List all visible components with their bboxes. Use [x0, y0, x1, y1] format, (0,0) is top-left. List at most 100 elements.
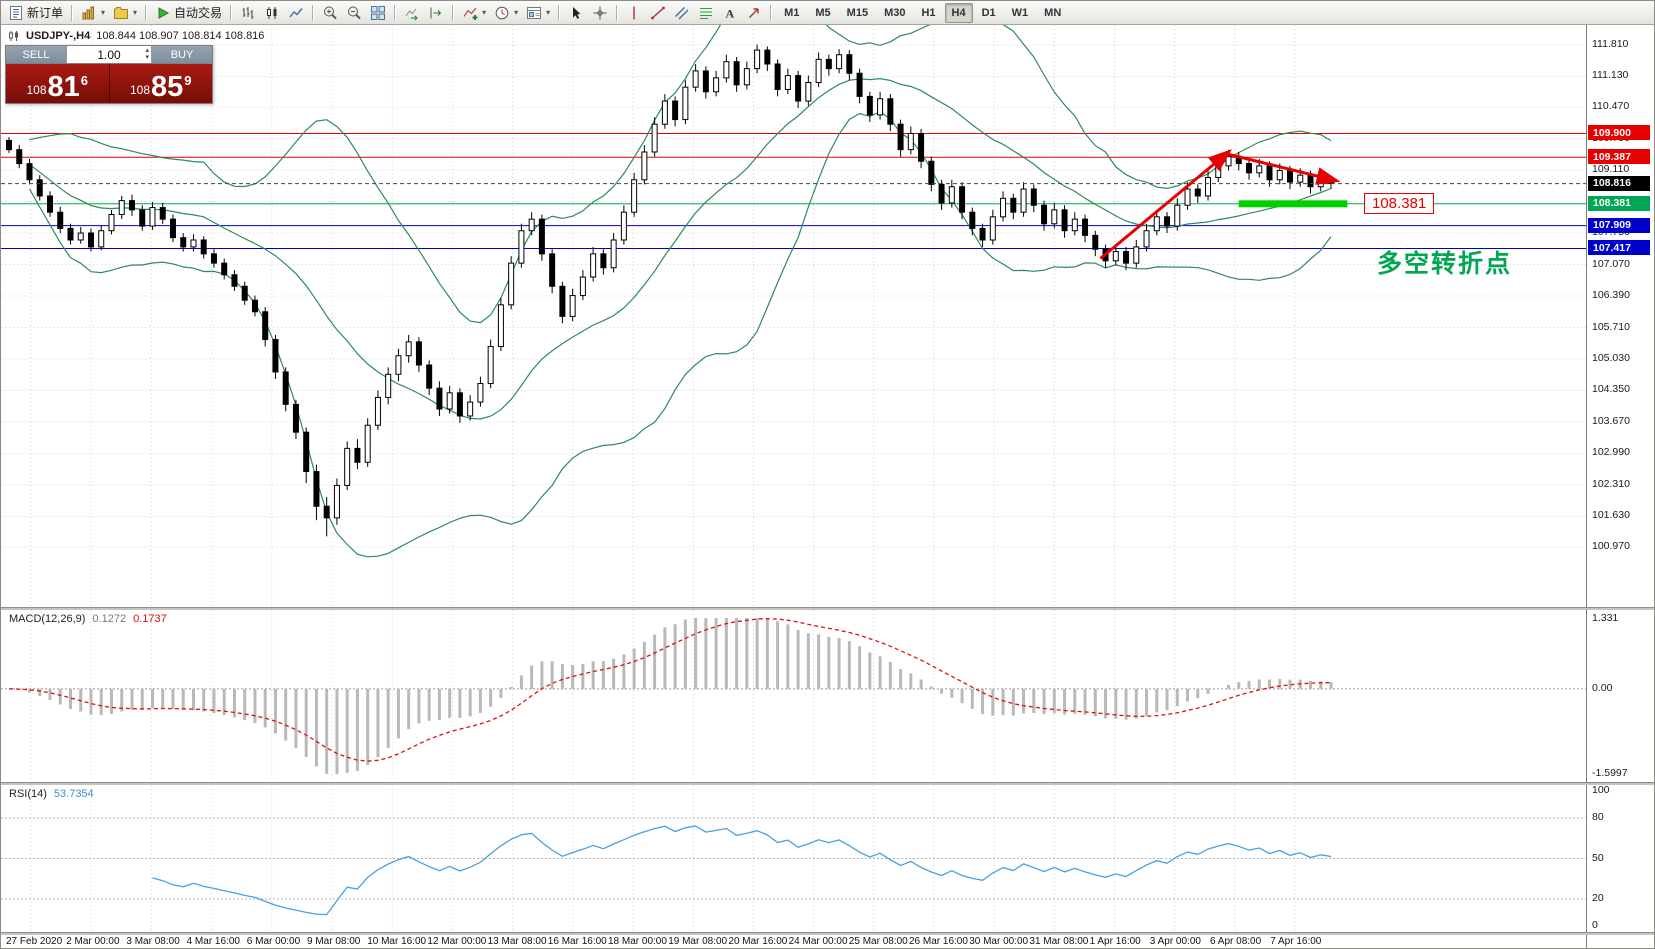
timeframe-button-M5[interactable]: M5	[815, 6, 831, 19]
chart-symbol-ohlc: USDJPY-,H4 108.844 108.907 108.814 108.8…	[8, 30, 264, 42]
toolbar-separator	[770, 4, 773, 21]
rsi-title: RSI(14)	[9, 788, 47, 800]
profiles-icon	[113, 5, 129, 21]
periods-icon	[494, 5, 510, 21]
level-price-badge: 107.909	[1588, 217, 1650, 233]
pane-separator[interactable]	[1, 782, 1654, 785]
annotation-note[interactable]: 多空转折点	[1377, 248, 1513, 278]
volume-field[interactable]: 1.00 ▴ ▾	[66, 46, 152, 63]
text-icon: A	[722, 5, 738, 21]
volume-down-icon[interactable]: ▾	[145, 54, 149, 61]
price-axis-label: 106.390	[1592, 289, 1630, 302]
indicators-icon	[462, 5, 478, 21]
macd-pane[interactable]	[1, 610, 1586, 782]
toolbar-button-vline[interactable]	[622, 2, 646, 24]
sell-label[interactable]: SELL	[6, 46, 66, 63]
rsi-axis-label: 50	[1592, 851, 1604, 864]
price-chart-pane[interactable]	[1, 25, 1586, 607]
pane-separator[interactable]	[1, 932, 1654, 935]
vline-icon	[626, 5, 642, 21]
channel-icon	[674, 5, 690, 21]
level-callout[interactable]: 108.381	[1364, 192, 1435, 214]
sell-price-pip: 6	[80, 73, 89, 88]
arrows-icon	[746, 5, 762, 21]
toolbar-button-autoscroll[interactable]	[400, 2, 424, 24]
new-order-icon	[8, 5, 24, 21]
toolbar-button-periods[interactable]: ▾	[490, 2, 522, 24]
toolbar-button-crosshair[interactable]	[588, 2, 612, 24]
timeframe-button-M30[interactable]: M30	[884, 6, 906, 19]
timeframe-button-M1[interactable]: M1	[784, 6, 800, 19]
chevron-down-icon[interactable]: ▾	[514, 8, 519, 17]
toolbar-button-trend[interactable]	[646, 2, 670, 24]
price-axis-label: 111.130	[1592, 69, 1629, 82]
time-axis-label: 9 Mar 08:00	[307, 936, 361, 947]
toolbar-button-bars[interactable]	[236, 2, 260, 24]
price-axis-label: 111.810	[1592, 38, 1629, 50]
buy-label[interactable]: BUY	[152, 46, 212, 63]
symbol-name: USDJPY-,H4	[26, 30, 91, 42]
toolbar-button-linechart[interactable]	[284, 2, 308, 24]
bars-icon	[240, 5, 256, 21]
timeframe-button-D1[interactable]: D1	[981, 6, 996, 19]
toolbar-button-arrows[interactable]	[742, 2, 766, 24]
chart-corner-icon	[9, 31, 18, 41]
pane-separator[interactable]	[1, 607, 1654, 610]
macd-axis-label: -1.5997	[1592, 767, 1628, 779]
level-price-badge: 109.900	[1588, 125, 1650, 141]
templates-icon	[526, 5, 542, 21]
toolbar-button-candles[interactable]	[260, 2, 284, 24]
timeframe-button-M15[interactable]: M15	[846, 6, 869, 19]
buy-price-prefix: 108	[129, 83, 151, 97]
price-axis-label: 102.990	[1592, 446, 1630, 459]
sell-button[interactable]: 108 81 6	[6, 64, 110, 103]
time-axis-label: 31 Mar 08:00	[1029, 936, 1089, 947]
timeframe-button-MN[interactable]: MN	[1044, 6, 1062, 19]
toolbar-separator	[312, 4, 315, 21]
toolbar-button-label: 新订单	[27, 6, 64, 20]
chevron-down-icon[interactable]: ▾	[133, 8, 138, 17]
chevron-down-icon[interactable]: ▾	[546, 8, 551, 17]
toolbar-button-indicators[interactable]: ▾	[458, 2, 490, 24]
price-axis-label: 104.350	[1592, 383, 1630, 396]
macd-value-signal: 0.1737	[133, 613, 167, 625]
timeframe-button-W1[interactable]: W1	[1011, 6, 1029, 19]
cursor-icon	[568, 5, 584, 21]
toolbar-button-zoomin[interactable]	[318, 2, 342, 24]
toolbar-button-shift[interactable]	[424, 2, 448, 24]
macd-title: MACD(12,26,9)	[9, 613, 86, 625]
toolbar-button-profiles[interactable]: ▾	[109, 2, 141, 24]
rsi-axis-label: 20	[1592, 892, 1604, 904]
autotrading-icon	[155, 5, 171, 21]
time-axis-label: 3 Mar 08:00	[126, 936, 180, 947]
toolbar-button-templates[interactable]: ▾	[522, 2, 554, 24]
price-axis-label: 109.110	[1592, 163, 1630, 176]
chevron-down-icon[interactable]: ▾	[482, 8, 487, 17]
ohlc-values: 108.844 108.907 108.814 108.816	[96, 30, 265, 42]
buy-button[interactable]: 108 85 9	[109, 64, 212, 103]
time-axis-label: 4 Mar 16:00	[186, 936, 240, 947]
trend-icon	[650, 5, 666, 21]
toolbar-button-channel[interactable]	[670, 2, 694, 24]
chevron-down-icon[interactable]: ▾	[101, 8, 106, 17]
volume-up-icon[interactable]: ▴	[145, 47, 149, 54]
volume-stepper[interactable]: ▴ ▾	[145, 47, 149, 61]
toolbar-button-cursor[interactable]	[564, 2, 588, 24]
price-axis-label: 110.470	[1592, 100, 1630, 113]
toolbar-button-fibo[interactable]	[694, 2, 718, 24]
price-axis[interactable]: 111.810111.130110.470109.790109.110108.4…	[1586, 25, 1654, 948]
rsi-pane[interactable]	[1, 785, 1586, 932]
volume-value[interactable]: 1.00	[97, 47, 121, 62]
toolbar-button-new-chart[interactable]: ▾	[77, 2, 109, 24]
time-axis-label: 24 Mar 00:00	[788, 936, 848, 947]
one-click-trading-panel[interactable]: SELL 1.00 ▴ ▾ BUY 108 81 6 108 85 9	[5, 45, 213, 104]
toolbar-button-tile[interactable]	[366, 2, 390, 24]
toolbar-button-text[interactable]: A	[718, 2, 742, 24]
toolbar-button-autotrading[interactable]: 自动交易	[151, 2, 226, 24]
time-axis-label: 20 Mar 16:00	[728, 936, 788, 947]
timeframe-button-H1[interactable]: H1	[921, 6, 936, 19]
time-axis[interactable]: 27 Feb 2020 2 Mar 00:00 3 Mar 08:00 4 Mar 1…	[1, 935, 1586, 948]
toolbar-button-zoomout[interactable]	[342, 2, 366, 24]
toolbar-button-new-order[interactable]: 新订单	[4, 2, 67, 24]
timeframe-button-H4[interactable]: H4	[944, 2, 973, 23]
